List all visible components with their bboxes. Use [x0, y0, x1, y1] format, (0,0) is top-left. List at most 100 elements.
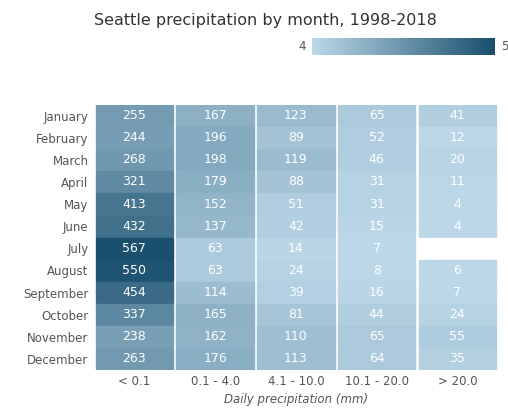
Text: 65: 65	[369, 109, 385, 122]
Text: 4: 4	[454, 198, 461, 211]
Text: 567: 567	[122, 242, 146, 255]
Bar	[176, 238, 254, 259]
Bar	[176, 326, 254, 347]
Bar	[338, 326, 416, 347]
Bar	[96, 348, 173, 370]
Text: 268: 268	[122, 153, 146, 166]
Bar	[96, 260, 173, 281]
Bar	[338, 149, 416, 171]
Text: 12: 12	[450, 131, 465, 144]
Bar	[176, 216, 254, 237]
Bar	[257, 282, 335, 303]
Bar	[257, 105, 335, 126]
Text: 321: 321	[122, 176, 146, 189]
Bar	[96, 326, 173, 347]
Bar	[176, 304, 254, 325]
Bar	[176, 194, 254, 215]
Bar	[257, 238, 335, 259]
Text: 52: 52	[369, 131, 385, 144]
Text: 14: 14	[288, 242, 304, 255]
Bar	[338, 348, 416, 370]
Bar	[96, 282, 173, 303]
Text: 4: 4	[454, 219, 461, 233]
Text: 11: 11	[450, 176, 465, 189]
Bar	[338, 238, 416, 259]
Text: 41: 41	[450, 109, 465, 122]
Text: 123: 123	[284, 109, 308, 122]
Bar	[96, 304, 173, 325]
Bar	[257, 326, 335, 347]
Bar	[96, 105, 173, 126]
Text: 567: 567	[501, 40, 508, 53]
Bar	[338, 105, 416, 126]
Text: 55: 55	[450, 330, 465, 343]
Text: 263: 263	[122, 352, 146, 365]
Text: 16: 16	[369, 286, 385, 299]
Text: 44: 44	[369, 308, 385, 321]
Text: 110: 110	[284, 330, 308, 343]
Text: Seattle precipitation by month, 1998-2018: Seattle precipitation by month, 1998-201…	[94, 13, 437, 28]
Bar	[257, 348, 335, 370]
Bar	[419, 260, 496, 281]
Bar	[338, 282, 416, 303]
Text: 88: 88	[288, 176, 304, 189]
Bar	[96, 127, 173, 148]
Text: 31: 31	[369, 176, 385, 189]
Bar	[176, 105, 254, 126]
Text: 35: 35	[450, 352, 465, 365]
Bar	[176, 260, 254, 281]
Text: 24: 24	[450, 308, 465, 321]
Text: 63: 63	[207, 242, 223, 255]
Text: 4: 4	[299, 40, 306, 53]
Text: 89: 89	[288, 131, 304, 144]
Text: 39: 39	[288, 286, 304, 299]
Bar	[96, 171, 173, 193]
Text: 165: 165	[203, 308, 227, 321]
Text: 7: 7	[373, 242, 380, 255]
Bar	[176, 149, 254, 171]
Bar	[176, 127, 254, 148]
Text: 64: 64	[369, 352, 385, 365]
Bar	[257, 304, 335, 325]
Bar	[419, 127, 496, 148]
Bar	[338, 216, 416, 237]
Bar	[419, 149, 496, 171]
Text: 15: 15	[369, 219, 385, 233]
Text: 137: 137	[203, 219, 227, 233]
Text: 179: 179	[203, 176, 227, 189]
Text: 7: 7	[454, 286, 461, 299]
Bar	[338, 260, 416, 281]
Text: 114: 114	[203, 286, 227, 299]
Text: 6: 6	[454, 264, 461, 277]
Text: 550: 550	[122, 264, 146, 277]
Bar	[419, 348, 496, 370]
Text: 42: 42	[288, 219, 304, 233]
Text: 65: 65	[369, 330, 385, 343]
Bar	[96, 216, 173, 237]
Text: 413: 413	[122, 198, 146, 211]
Bar	[176, 348, 254, 370]
Text: 432: 432	[122, 219, 146, 233]
Text: 81: 81	[288, 308, 304, 321]
Text: 152: 152	[203, 198, 227, 211]
Text: 63: 63	[207, 264, 223, 277]
Bar	[419, 216, 496, 237]
Bar	[96, 149, 173, 171]
Bar	[96, 238, 173, 259]
Bar	[419, 171, 496, 193]
Text: 196: 196	[203, 131, 227, 144]
Bar	[257, 216, 335, 237]
Bar	[419, 238, 496, 259]
Text: 198: 198	[203, 153, 227, 166]
Bar	[419, 105, 496, 126]
Text: 162: 162	[203, 330, 227, 343]
Text: 244: 244	[122, 131, 146, 144]
Bar	[419, 304, 496, 325]
Bar	[419, 194, 496, 215]
Text: 238: 238	[122, 330, 146, 343]
Text: 51: 51	[288, 198, 304, 211]
Bar	[338, 127, 416, 148]
Text: 119: 119	[284, 153, 308, 166]
Text: 8: 8	[373, 264, 380, 277]
Text: 31: 31	[369, 198, 385, 211]
